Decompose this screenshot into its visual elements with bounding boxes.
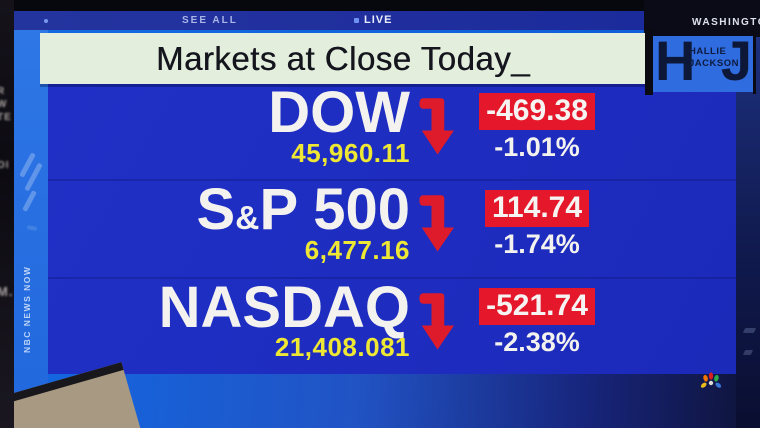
nbc-peacock-icon (700, 372, 722, 389)
correspondent-last-name: JACKSON (689, 57, 739, 69)
change-percent: -2.38% (494, 326, 580, 357)
market-row: DOW 45,960.11 -469.38 -1.01% (48, 84, 736, 179)
correspondent-first-name: HALLIE (689, 46, 727, 57)
correspondent-bug: H J HALLIE JACKSON (653, 36, 753, 92)
change-percent: -1.74% (494, 229, 580, 260)
reflection-mark (742, 328, 757, 333)
index-close-value: 21,408.081 (274, 332, 410, 363)
index-name-value: DOW 45,960.11 (48, 80, 410, 168)
live-dot-icon (354, 17, 359, 23)
blurred-text-fragment: M. (0, 284, 14, 299)
change-value-badge: 114.74 (484, 190, 590, 228)
equals-mark-icon (26, 225, 38, 231)
screen-right-edge (736, 30, 760, 428)
change-value-badge: -469.38 (479, 93, 595, 130)
see-all-label: SEE ALL (182, 15, 238, 26)
headline-banner: Markets at Close Today_ (40, 33, 646, 84)
change-column: 114.74 -1.74% (462, 186, 612, 260)
location-label: WASHINGTON (692, 17, 760, 28)
blurred-text-fragment: R (0, 86, 6, 97)
headline-title: Markets at Close Today_ (155, 39, 531, 77)
down-arrow-icon (410, 284, 462, 356)
nbc-news-now-rail: NBC NEWS NOW (14, 30, 48, 428)
index-name-value: S&P 500 6,477.16 (48, 177, 410, 265)
index-close-value: 45,960.11 (291, 137, 410, 168)
live-label: LIVE (364, 14, 393, 26)
offscreen-monitor-edge: R W TE OI M. (0, 0, 14, 428)
market-row: NASDAQ 21,408.081 -521.74 -2.38% (48, 274, 736, 374)
blurred-text-fragment: OI (0, 160, 10, 171)
index-close-value: 6,477.16 (304, 234, 410, 265)
live-indicator: LIVE (354, 14, 392, 26)
index-name: S&P 500 (196, 177, 410, 243)
change-percent: -1.01% (494, 132, 580, 162)
top-black-band (0, 0, 760, 12)
change-column: -521.74 -2.38% (462, 284, 612, 358)
bar-dot-icon (44, 19, 48, 23)
change-value-badge: -521.74 (479, 287, 595, 325)
blurred-text-fragment: W (0, 99, 8, 110)
bug-initial-j: J (720, 36, 752, 92)
index-name: DOW (268, 80, 410, 145)
divider-stripe (645, 28, 653, 95)
market-row: S&P 500 6,477.16 114.74 -1.74% (48, 179, 736, 276)
screen-lower-area (48, 372, 736, 428)
top-right-dark-block: WASHINGTON (644, 0, 760, 37)
change-column: -469.38 -1.01% (462, 89, 612, 163)
nbc-news-now-label: NBC NEWS NOW (22, 265, 32, 353)
wave-logo-icon (22, 190, 37, 212)
reflection-mark (742, 350, 754, 355)
bug-initial-h: H (655, 36, 695, 92)
down-arrow-icon (410, 89, 462, 161)
index-name: NASDAQ (158, 274, 410, 340)
markets-panel: DOW 45,960.11 -469.38 -1.01% S&P 5 (48, 84, 736, 374)
ticker-top-bar: SEE ALL LIVE (14, 11, 644, 30)
blurred-text-fragment: TE (0, 112, 12, 123)
index-name-value: NASDAQ 21,408.081 (48, 274, 410, 363)
bug-right-edge-line (753, 30, 756, 94)
correspondent-name: HALLIE JACKSON (689, 46, 739, 70)
down-arrow-icon (410, 186, 462, 258)
